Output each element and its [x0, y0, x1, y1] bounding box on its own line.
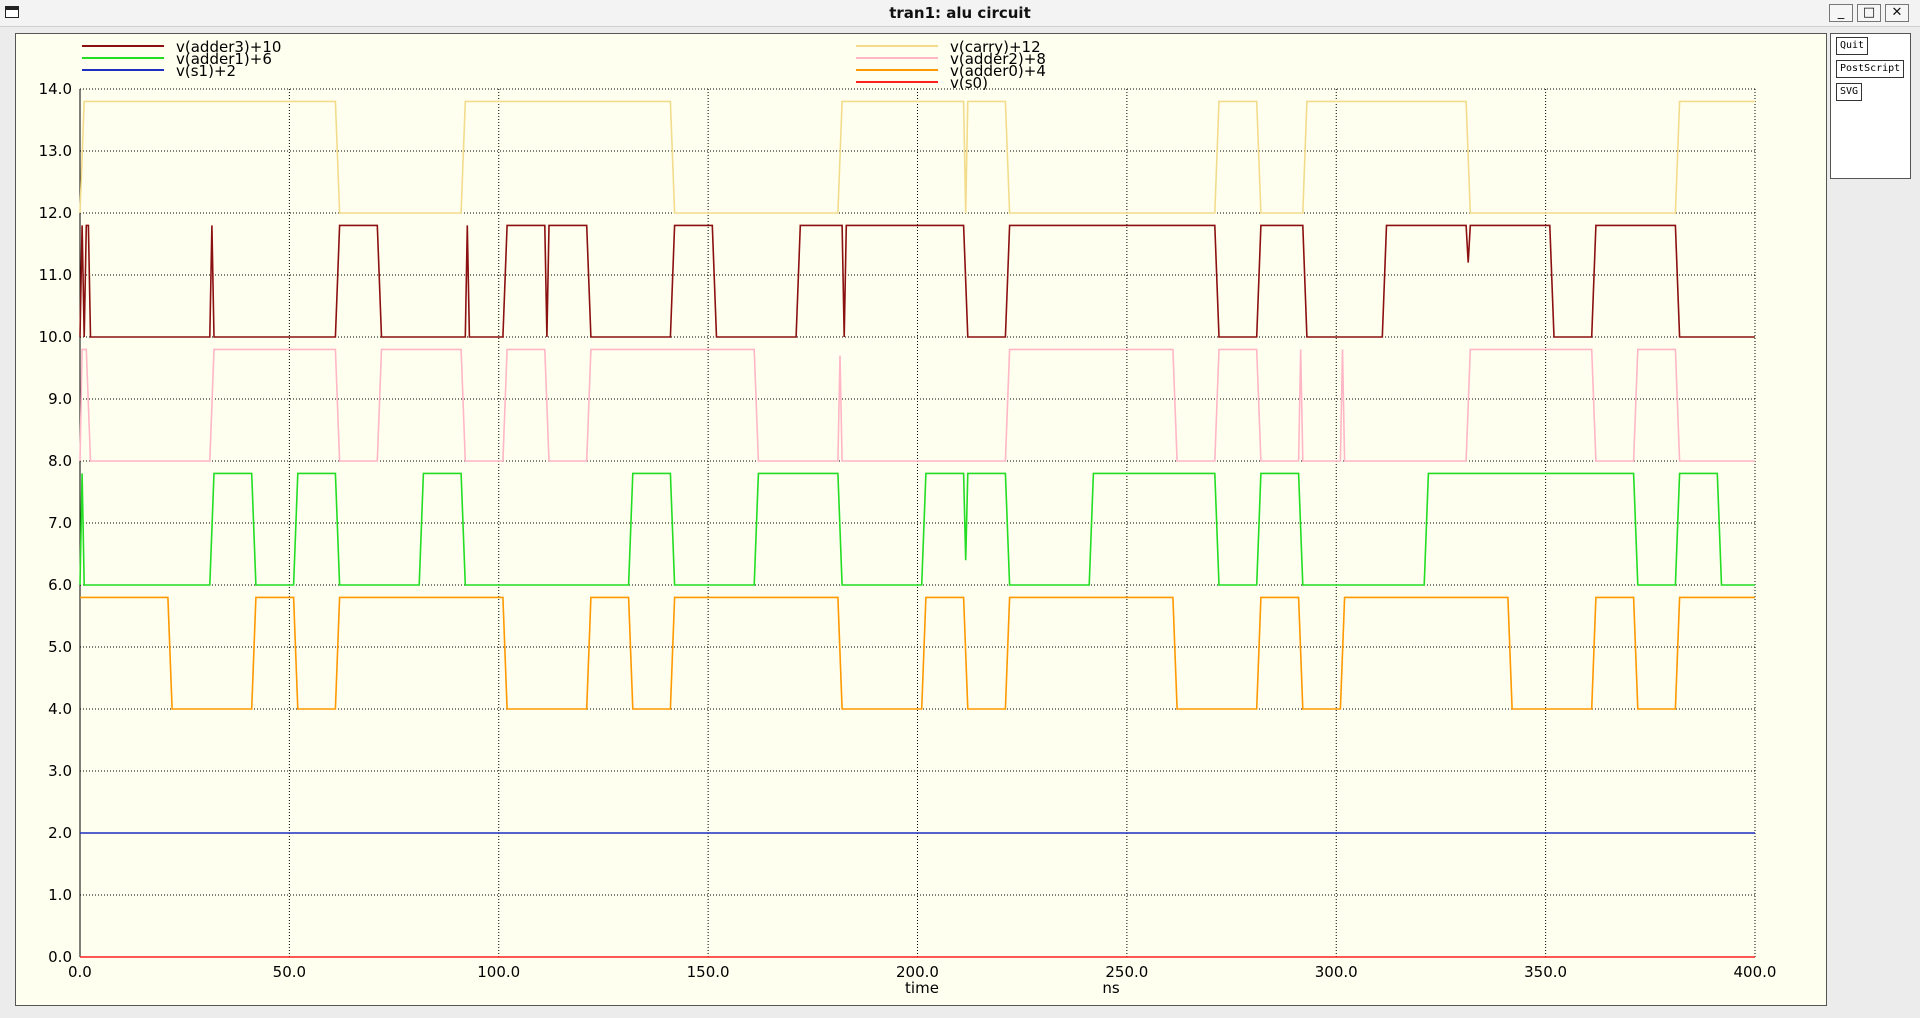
- legend-label: v(s1)+2: [176, 62, 236, 80]
- y-tick-label: 8.0: [48, 452, 72, 470]
- x-tick-label: 50.0: [273, 963, 306, 981]
- window-title: tran1: alu circuit: [889, 4, 1031, 22]
- legend-label: v(carry)+12: [950, 38, 1041, 56]
- plot-window: 0.0 1.0 2.0 3.0 4.0 5.0 6.0 7.0 8.0 9.0 10.0 11.0 12…: [15, 33, 1827, 1006]
- y-tick-label: 0.0: [48, 948, 72, 966]
- waveform-chart: 0.0 1.0 2.0 3.0 4.0 5.0 6.0 7.0 8.0 9.0 10.0 11.0 12…: [39, 38, 1777, 997]
- y-tick-label: 4.0: [48, 700, 72, 718]
- y-tick-label: 11.0: [39, 266, 72, 284]
- legend-label: v(adder0)+4: [950, 62, 1046, 80]
- y-tick-label: 10.0: [39, 328, 72, 346]
- y-tick-label: 9.0: [48, 390, 72, 408]
- svg-button[interactable]: SVG: [1836, 83, 1863, 101]
- legend-label: v(adder3)+10: [176, 38, 281, 56]
- postscript-button[interactable]: PostScript: [1836, 60, 1905, 78]
- y-tick-label: 14.0: [39, 80, 72, 98]
- y-tick-label: 13.0: [39, 142, 72, 160]
- title-bar: tran1: alu circuit _ □ ✕: [0, 0, 1920, 27]
- legend-label: v(adder2)+8: [950, 50, 1046, 68]
- quit-button[interactable]: Quit: [1836, 37, 1869, 55]
- legend-label: v(adder1)+6: [176, 50, 272, 68]
- y-tick-label: 7.0: [48, 514, 72, 532]
- x-tick-label: 300.0: [1315, 963, 1358, 981]
- series-line: [79, 224, 1755, 338]
- x-tick-label: 350.0: [1524, 963, 1567, 981]
- window-menu-icon[interactable]: [5, 6, 19, 18]
- x-tick-label: 200.0: [896, 963, 939, 981]
- y-tick-label: 2.0: [48, 824, 72, 842]
- close-button[interactable]: ✕: [1885, 4, 1909, 22]
- series-line: [79, 472, 1755, 586]
- x-tick-label: 100.0: [477, 963, 520, 981]
- series-line: [80, 596, 1755, 710]
- y-tick-label: 5.0: [48, 638, 72, 656]
- x-axis-label: time: [905, 979, 939, 997]
- x-tick-label: 400.0: [1734, 963, 1777, 981]
- y-tick-label: 1.0: [48, 886, 72, 904]
- button-panel: Quit PostScript SVG: [1830, 33, 1911, 179]
- x-axis-unit: ns: [1102, 979, 1120, 997]
- maximize-button[interactable]: □: [1857, 4, 1881, 22]
- series-line: [79, 100, 1755, 214]
- y-tick-label: 6.0: [48, 576, 72, 594]
- minimize-button[interactable]: _: [1829, 4, 1853, 22]
- y-tick-label: 12.0: [39, 204, 72, 222]
- x-tick-label: 0.0: [68, 963, 92, 981]
- y-tick-label: 3.0: [48, 762, 72, 780]
- x-tick-label: 150.0: [687, 963, 730, 981]
- legend-label: v(s0): [950, 74, 988, 92]
- x-tick-label: 250.0: [1105, 963, 1148, 981]
- series-line: [79, 348, 1755, 462]
